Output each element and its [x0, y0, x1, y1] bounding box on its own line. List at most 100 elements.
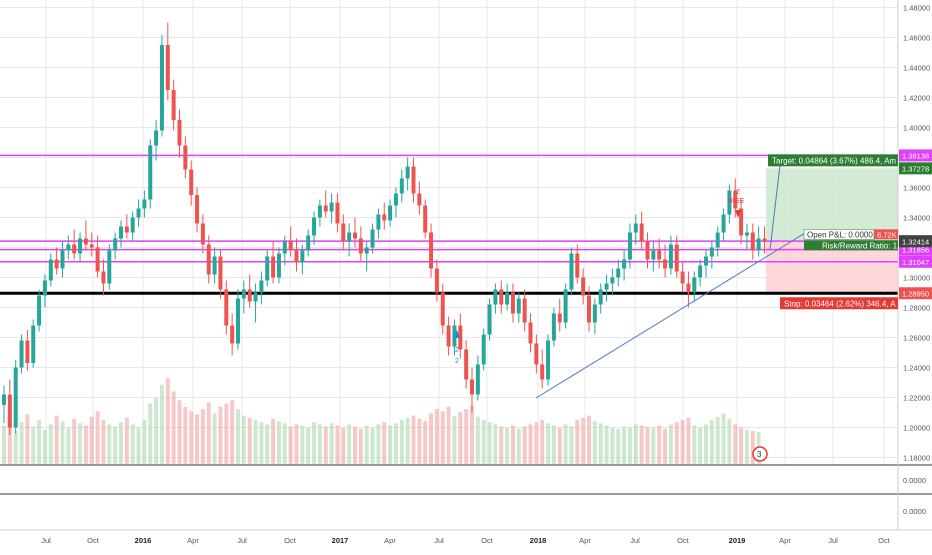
volume-bar — [464, 409, 469, 464]
time-tick-label: Jul — [630, 536, 640, 545]
candle-body — [470, 379, 474, 395]
price-tick-label: 1.36000 — [903, 184, 930, 193]
candle-body — [715, 232, 720, 248]
volume-bar — [750, 431, 755, 464]
time-axis[interactable]: Jul Oct 2016 Apr Jul Oct 2017 Apr Jul Oct 2018 Apr J… — [41, 536, 891, 545]
candle-body — [136, 208, 141, 218]
candle-body — [60, 250, 65, 269]
candle-body — [19, 340, 24, 368]
volume-bar — [388, 425, 393, 464]
up-arrow-icon — [454, 330, 460, 338]
candle-body — [733, 190, 738, 209]
candle-body — [622, 259, 627, 269]
volume-bar — [411, 415, 416, 464]
candles — [2, 22, 767, 435]
volume-bar — [353, 426, 357, 464]
candle-body — [78, 238, 83, 254]
trendline-group[interactable] — [535, 164, 811, 399]
time-tick-label: Jul — [828, 536, 838, 545]
candle-body — [534, 343, 539, 365]
candle-body — [206, 244, 211, 275]
candle-body — [440, 292, 445, 326]
volume-bar — [200, 409, 205, 464]
volume-bar — [399, 420, 404, 464]
candle-body — [195, 195, 200, 224]
volume-bar — [686, 417, 691, 464]
volume-bar — [604, 425, 609, 464]
volume-bar — [66, 427, 71, 464]
candle-body — [452, 325, 457, 347]
volume-bar — [265, 424, 270, 464]
candle-body — [218, 256, 223, 290]
candle-body — [323, 205, 328, 212]
candle-body — [458, 325, 463, 350]
candle-body — [592, 304, 597, 323]
candle-body — [165, 45, 170, 90]
volume-bar — [739, 427, 744, 464]
indicator-value-label: 0.0000 — [903, 507, 926, 516]
price-tick-label: 1.46000 — [903, 34, 930, 43]
candle-body — [329, 202, 334, 212]
candle-body — [353, 232, 357, 239]
candle-body — [446, 325, 451, 347]
candle-body — [212, 256, 217, 275]
volume-bar — [259, 422, 264, 464]
volume-bar — [288, 426, 293, 464]
volume-bar — [733, 424, 738, 464]
candle-body — [540, 364, 545, 380]
volume-bar — [142, 420, 147, 464]
candle-body — [171, 90, 176, 120]
target-axis-label: 1.37278 — [902, 164, 929, 173]
volume-bar — [569, 426, 574, 464]
level-axis-label: 1.31047 — [902, 258, 929, 267]
price-tick-label: 1.34000 — [903, 214, 930, 223]
candle-body — [382, 214, 387, 221]
entry-axis-label-bg — [899, 235, 932, 248]
volume-bar — [487, 422, 492, 464]
candle-body — [645, 241, 650, 260]
volume-bar — [54, 415, 59, 464]
price-tick-label: 1.44000 — [903, 64, 930, 73]
volume-bar — [721, 413, 726, 464]
volume-bar — [107, 424, 112, 464]
candle-body — [370, 229, 375, 248]
volume-bar — [189, 411, 194, 464]
annotation-rise-label: RISE — [728, 198, 745, 205]
candle-body — [481, 334, 486, 365]
volume-bar — [218, 406, 223, 464]
candle-body — [727, 190, 732, 215]
down-arrow-icon — [735, 210, 741, 218]
candle-body — [271, 256, 276, 278]
volume-bar — [692, 425, 697, 464]
volume-bar — [7, 417, 12, 464]
candle-body — [253, 292, 258, 302]
volume-bar — [60, 421, 65, 464]
volume-bar — [95, 411, 100, 464]
flag-badge-count: 3 — [757, 450, 762, 459]
candle-body — [341, 223, 346, 242]
price-tick-label: 1.42000 — [903, 94, 930, 103]
candle-body — [7, 394, 12, 428]
volume-bar — [663, 428, 668, 464]
qty-box — [874, 229, 898, 240]
volume-bar — [329, 423, 334, 464]
candle-body — [657, 250, 662, 260]
level-axis-label-bg — [899, 149, 932, 162]
volume-bar — [481, 420, 486, 464]
volume-bar — [680, 420, 685, 464]
candle-body — [510, 292, 515, 314]
volume-bar — [540, 420, 545, 464]
candle-body — [37, 295, 42, 326]
volume-bar — [312, 422, 317, 464]
time-tick-label: Jul — [237, 536, 247, 545]
annotations: 2 RISE 2 2 3 — [454, 189, 768, 462]
volume-bar — [575, 420, 580, 464]
stop-text: Stop: 0.03464 (2.62%) 346.4, A — [784, 299, 896, 308]
volume-bar — [206, 402, 211, 464]
candle-body — [335, 202, 340, 224]
volume-bar — [306, 427, 311, 464]
volume-bar — [171, 391, 176, 464]
candle-body — [300, 250, 305, 263]
